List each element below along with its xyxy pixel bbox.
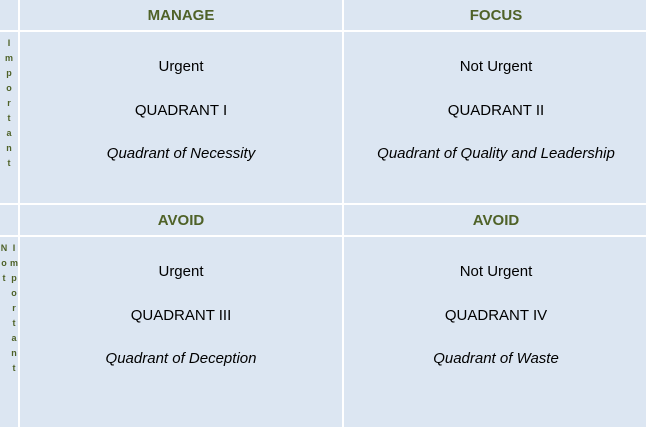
quadrant-name: Quadrant of Deception <box>105 350 257 367</box>
quadrant-number: QUADRANT II <box>447 102 545 119</box>
quadrant-name: Quadrant of Quality and Leadership <box>377 145 615 162</box>
quadrant: Urgent QUADRANT III Quadrant of Deceptio… <box>20 237 342 427</box>
quadrant: Urgent QUADRANT I Quadrant of Necessity <box>20 32 342 203</box>
corner-cell <box>0 0 18 30</box>
corner-cell <box>0 205 18 235</box>
quadrant: Not Urgent QUADRANT IV Quadrant of Waste <box>344 237 646 427</box>
urgency: Urgent <box>158 263 204 280</box>
column-header: MANAGE <box>20 0 342 30</box>
quadrant: Not Urgent QUADRANT II Quadrant of Quali… <box>344 32 646 203</box>
side-cell: Not Important <box>0 237 19 427</box>
quadrant-number: QUADRANT III <box>130 307 232 324</box>
side-cell: Important <box>0 32 18 203</box>
column-header: AVOID <box>344 205 646 235</box>
quadrant-number: QUADRANT I <box>134 102 228 119</box>
column-header: AVOID <box>20 205 342 235</box>
side-label: Important <box>4 38 14 173</box>
urgency: Urgent <box>158 58 204 75</box>
side-label: Not Important <box>0 243 19 378</box>
urgency: Not Urgent <box>459 263 533 280</box>
quadrant-number: QUADRANT IV <box>444 307 548 324</box>
quadrant-name: Quadrant of Necessity <box>106 145 256 162</box>
quadrant-name: Quadrant of Waste <box>433 350 559 367</box>
urgency: Not Urgent <box>459 58 533 75</box>
column-header: FOCUS <box>344 0 646 30</box>
